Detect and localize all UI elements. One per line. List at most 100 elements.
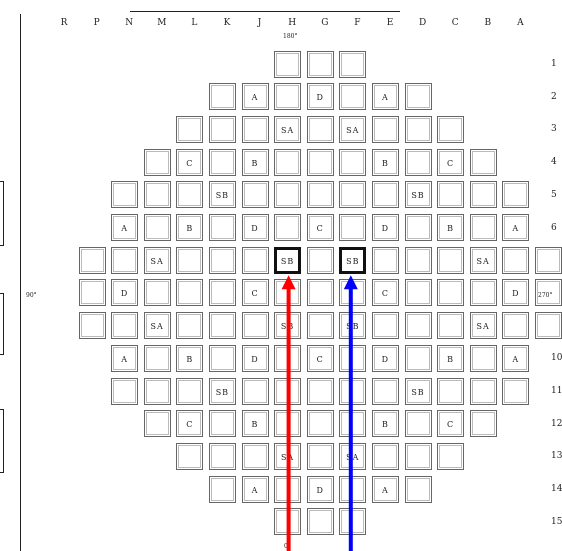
assembly-cell xyxy=(143,181,171,209)
assembly-cell: C xyxy=(241,279,269,307)
assembly-cell: SA xyxy=(339,115,367,143)
assembly-cell: B xyxy=(437,214,465,241)
assembly-cell xyxy=(306,246,334,274)
assembly-cell: SB xyxy=(404,181,432,209)
assembly-cell: SA xyxy=(469,312,497,340)
assembly-cell xyxy=(469,214,497,241)
assembly-cell: SA xyxy=(143,246,171,274)
column-label: R xyxy=(60,18,68,28)
assembly-cell xyxy=(371,246,399,274)
assembly-cell: B xyxy=(241,148,269,176)
row-label: 6 xyxy=(551,222,557,233)
assembly-cell xyxy=(437,246,465,274)
assembly-cell xyxy=(534,312,562,340)
assembly-cell: C xyxy=(176,410,204,438)
assembly-cell xyxy=(78,246,106,274)
assembly-cell xyxy=(502,377,530,405)
row-label: 11 xyxy=(551,386,562,396)
assembly-cell: B xyxy=(371,148,399,176)
assembly-cell xyxy=(176,279,204,307)
assembly-cell: B xyxy=(176,344,204,372)
assembly-cell xyxy=(437,279,465,307)
assembly-cell xyxy=(371,377,399,405)
assembly-cell xyxy=(404,475,432,503)
assembly-cell: D xyxy=(502,279,530,307)
assembly-cell xyxy=(208,115,236,143)
assembly-cell: D xyxy=(111,279,139,307)
row-label: 10 xyxy=(551,353,562,364)
row-label: 4 xyxy=(551,157,557,168)
assembly-cell xyxy=(208,214,236,241)
assembly-cell xyxy=(143,279,171,307)
left-side-tab xyxy=(0,181,4,246)
column-label: M xyxy=(157,18,167,28)
assembly-cell: SA xyxy=(143,312,171,340)
assembly-cell xyxy=(404,115,432,143)
assembly-cell xyxy=(274,83,302,111)
arrow-head xyxy=(343,275,358,290)
column-label: P xyxy=(93,18,100,28)
assembly-cell xyxy=(469,344,497,372)
column-label: B xyxy=(484,18,492,28)
assembly-cell xyxy=(241,377,269,405)
left-side-tab xyxy=(0,293,4,355)
assembly-cell xyxy=(208,475,236,503)
assembly-cell xyxy=(404,279,432,307)
assembly-cell xyxy=(371,442,399,470)
assembly-cell xyxy=(208,410,236,438)
assembly-cell xyxy=(437,115,465,143)
column-label: C xyxy=(451,18,459,28)
highlighted-assembly-cell: SB xyxy=(274,246,302,274)
assembly-cell xyxy=(339,148,367,176)
assembly-cell: C xyxy=(176,148,204,176)
assembly-cell xyxy=(469,148,497,176)
assembly-cell xyxy=(502,312,530,340)
assembly-cell xyxy=(111,377,139,405)
assembly-cell xyxy=(306,279,334,307)
row-label: 1 xyxy=(551,59,557,69)
assembly-cell xyxy=(469,377,497,405)
assembly-cell xyxy=(306,410,334,438)
column-label: E xyxy=(386,18,394,28)
assembly-cell xyxy=(176,115,204,143)
assembly-cell xyxy=(339,50,367,78)
assembly-cell xyxy=(404,246,432,274)
assembly-cell: SA xyxy=(469,246,497,274)
assembly-cell xyxy=(437,181,465,209)
assembly-cell: B xyxy=(437,344,465,372)
assembly-cell xyxy=(437,377,465,405)
assembly-cell: A xyxy=(111,214,139,241)
assembly-cell xyxy=(208,83,236,111)
assembly-cell xyxy=(208,279,236,307)
column-label: F xyxy=(354,18,361,28)
assembly-cell xyxy=(241,442,269,470)
row-label: 15 xyxy=(551,516,562,527)
assembly-cell xyxy=(111,246,139,274)
assembly-cell xyxy=(143,214,171,241)
angle-label-right: 270° xyxy=(538,292,553,299)
left-frame-line xyxy=(20,14,21,551)
assembly-cell xyxy=(404,312,432,340)
assembly-cell xyxy=(437,312,465,340)
assembly-cell: A xyxy=(111,344,139,372)
assembly-cell: A xyxy=(371,475,399,503)
assembly-cell xyxy=(241,181,269,209)
assembly-cell xyxy=(534,246,562,274)
assembly-cell xyxy=(143,377,171,405)
assembly-cell xyxy=(208,344,236,372)
column-label: K xyxy=(223,18,231,28)
assembly-cell xyxy=(404,410,432,438)
assembly-cell: C xyxy=(306,344,334,372)
angle-label-top: 180° xyxy=(283,33,298,40)
assembly-cell xyxy=(371,312,399,340)
column-label: D xyxy=(418,18,427,28)
assembly-cell: A xyxy=(241,475,269,503)
assembly-cell xyxy=(306,50,334,78)
assembly-cell xyxy=(371,115,399,143)
left-side-tab xyxy=(0,409,4,473)
assembly-cell xyxy=(111,312,139,340)
highlighted-assembly-cell: SB xyxy=(339,246,367,274)
assembly-cell xyxy=(306,508,334,536)
